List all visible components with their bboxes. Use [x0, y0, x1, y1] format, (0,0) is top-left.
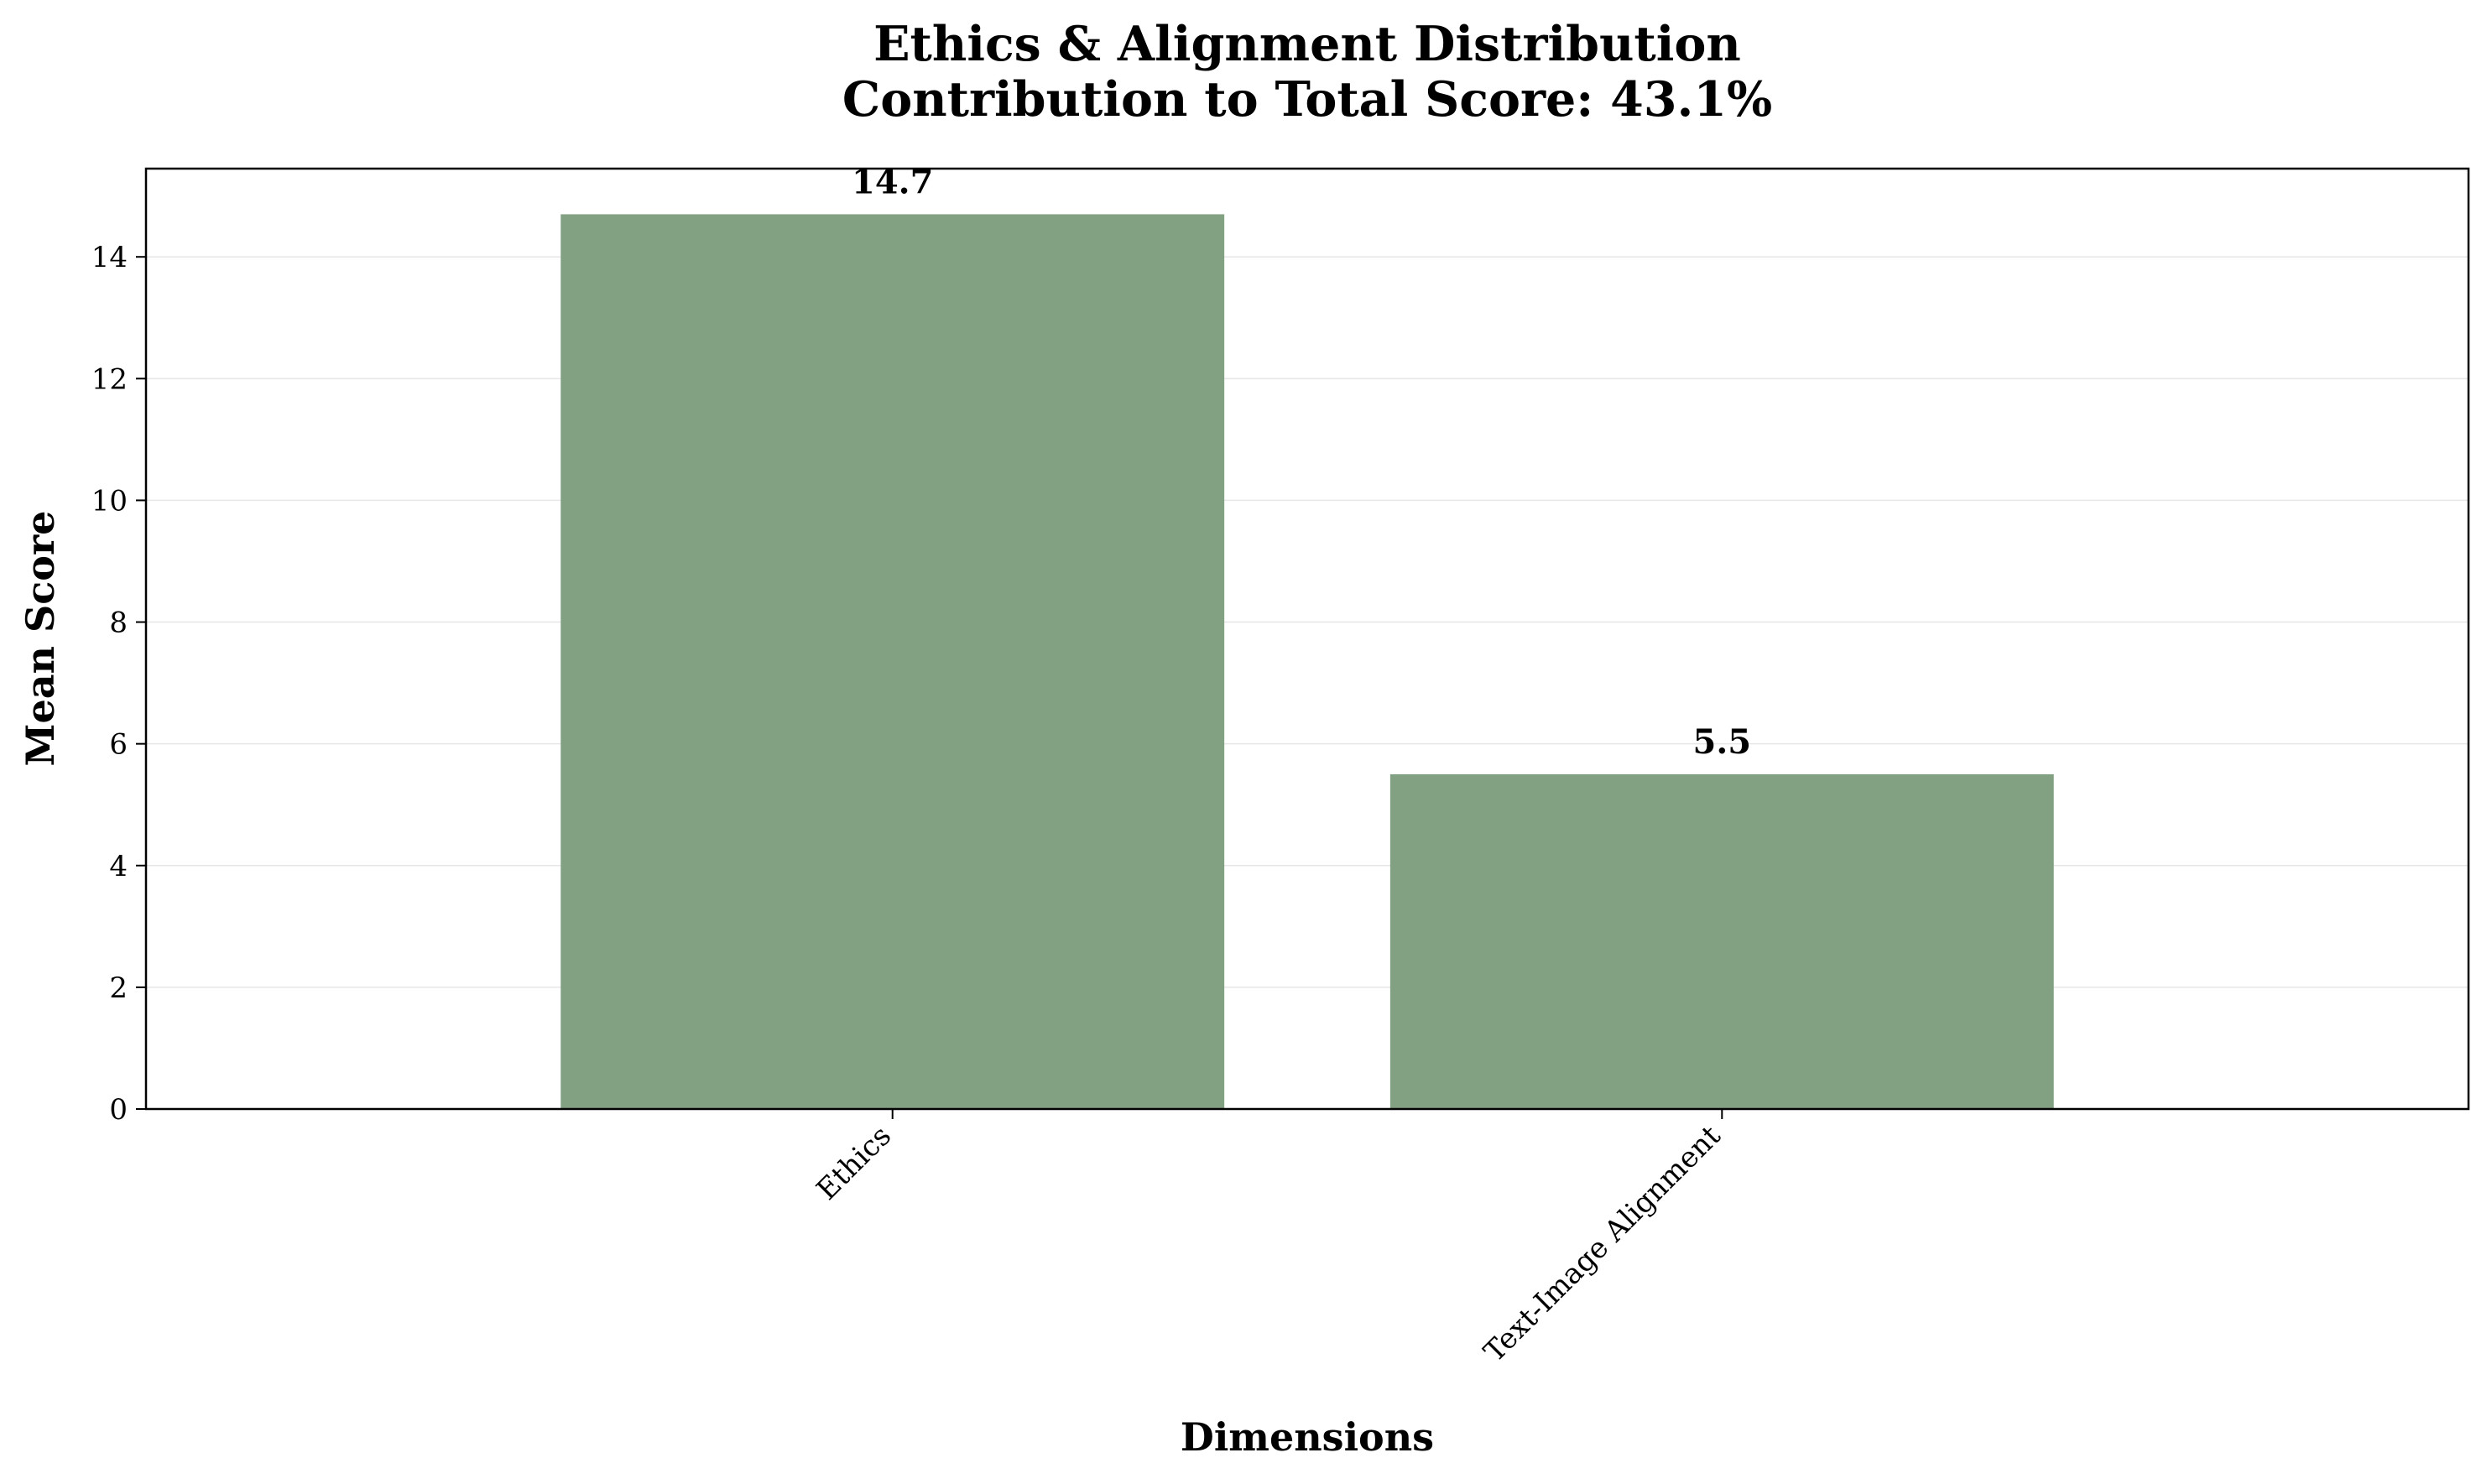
- bar-value-label: 5.5: [1692, 722, 1751, 762]
- y-tick-label: 6: [109, 728, 128, 762]
- gridlines: [146, 256, 2469, 1110]
- y-tick-label: 8: [109, 607, 128, 640]
- chart-title-line2: Contribution to Total Score: 43.1%: [842, 71, 1772, 128]
- plot-frame: [144, 167, 2470, 1111]
- y-tick-label: 12: [91, 362, 128, 396]
- bars: [560, 214, 2054, 1109]
- bar: [560, 214, 1225, 1109]
- x-axis-label: Dimensions: [1181, 1414, 1434, 1460]
- y-axis-label: Mean Score: [18, 511, 63, 767]
- y-tick-label: 4: [109, 850, 128, 883]
- y-tick-label: 14: [91, 241, 128, 274]
- y-tick-label: 10: [91, 484, 128, 518]
- y-axis-ticks: 0 2 4 6 8 10 12 14: [91, 241, 146, 1127]
- y-tick-label: 0: [109, 1093, 128, 1127]
- y-tick-label: 2: [109, 971, 128, 1005]
- bar: [1389, 773, 2054, 1109]
- chart-title-line1: Ethics & Alignment Distribution: [873, 16, 1741, 72]
